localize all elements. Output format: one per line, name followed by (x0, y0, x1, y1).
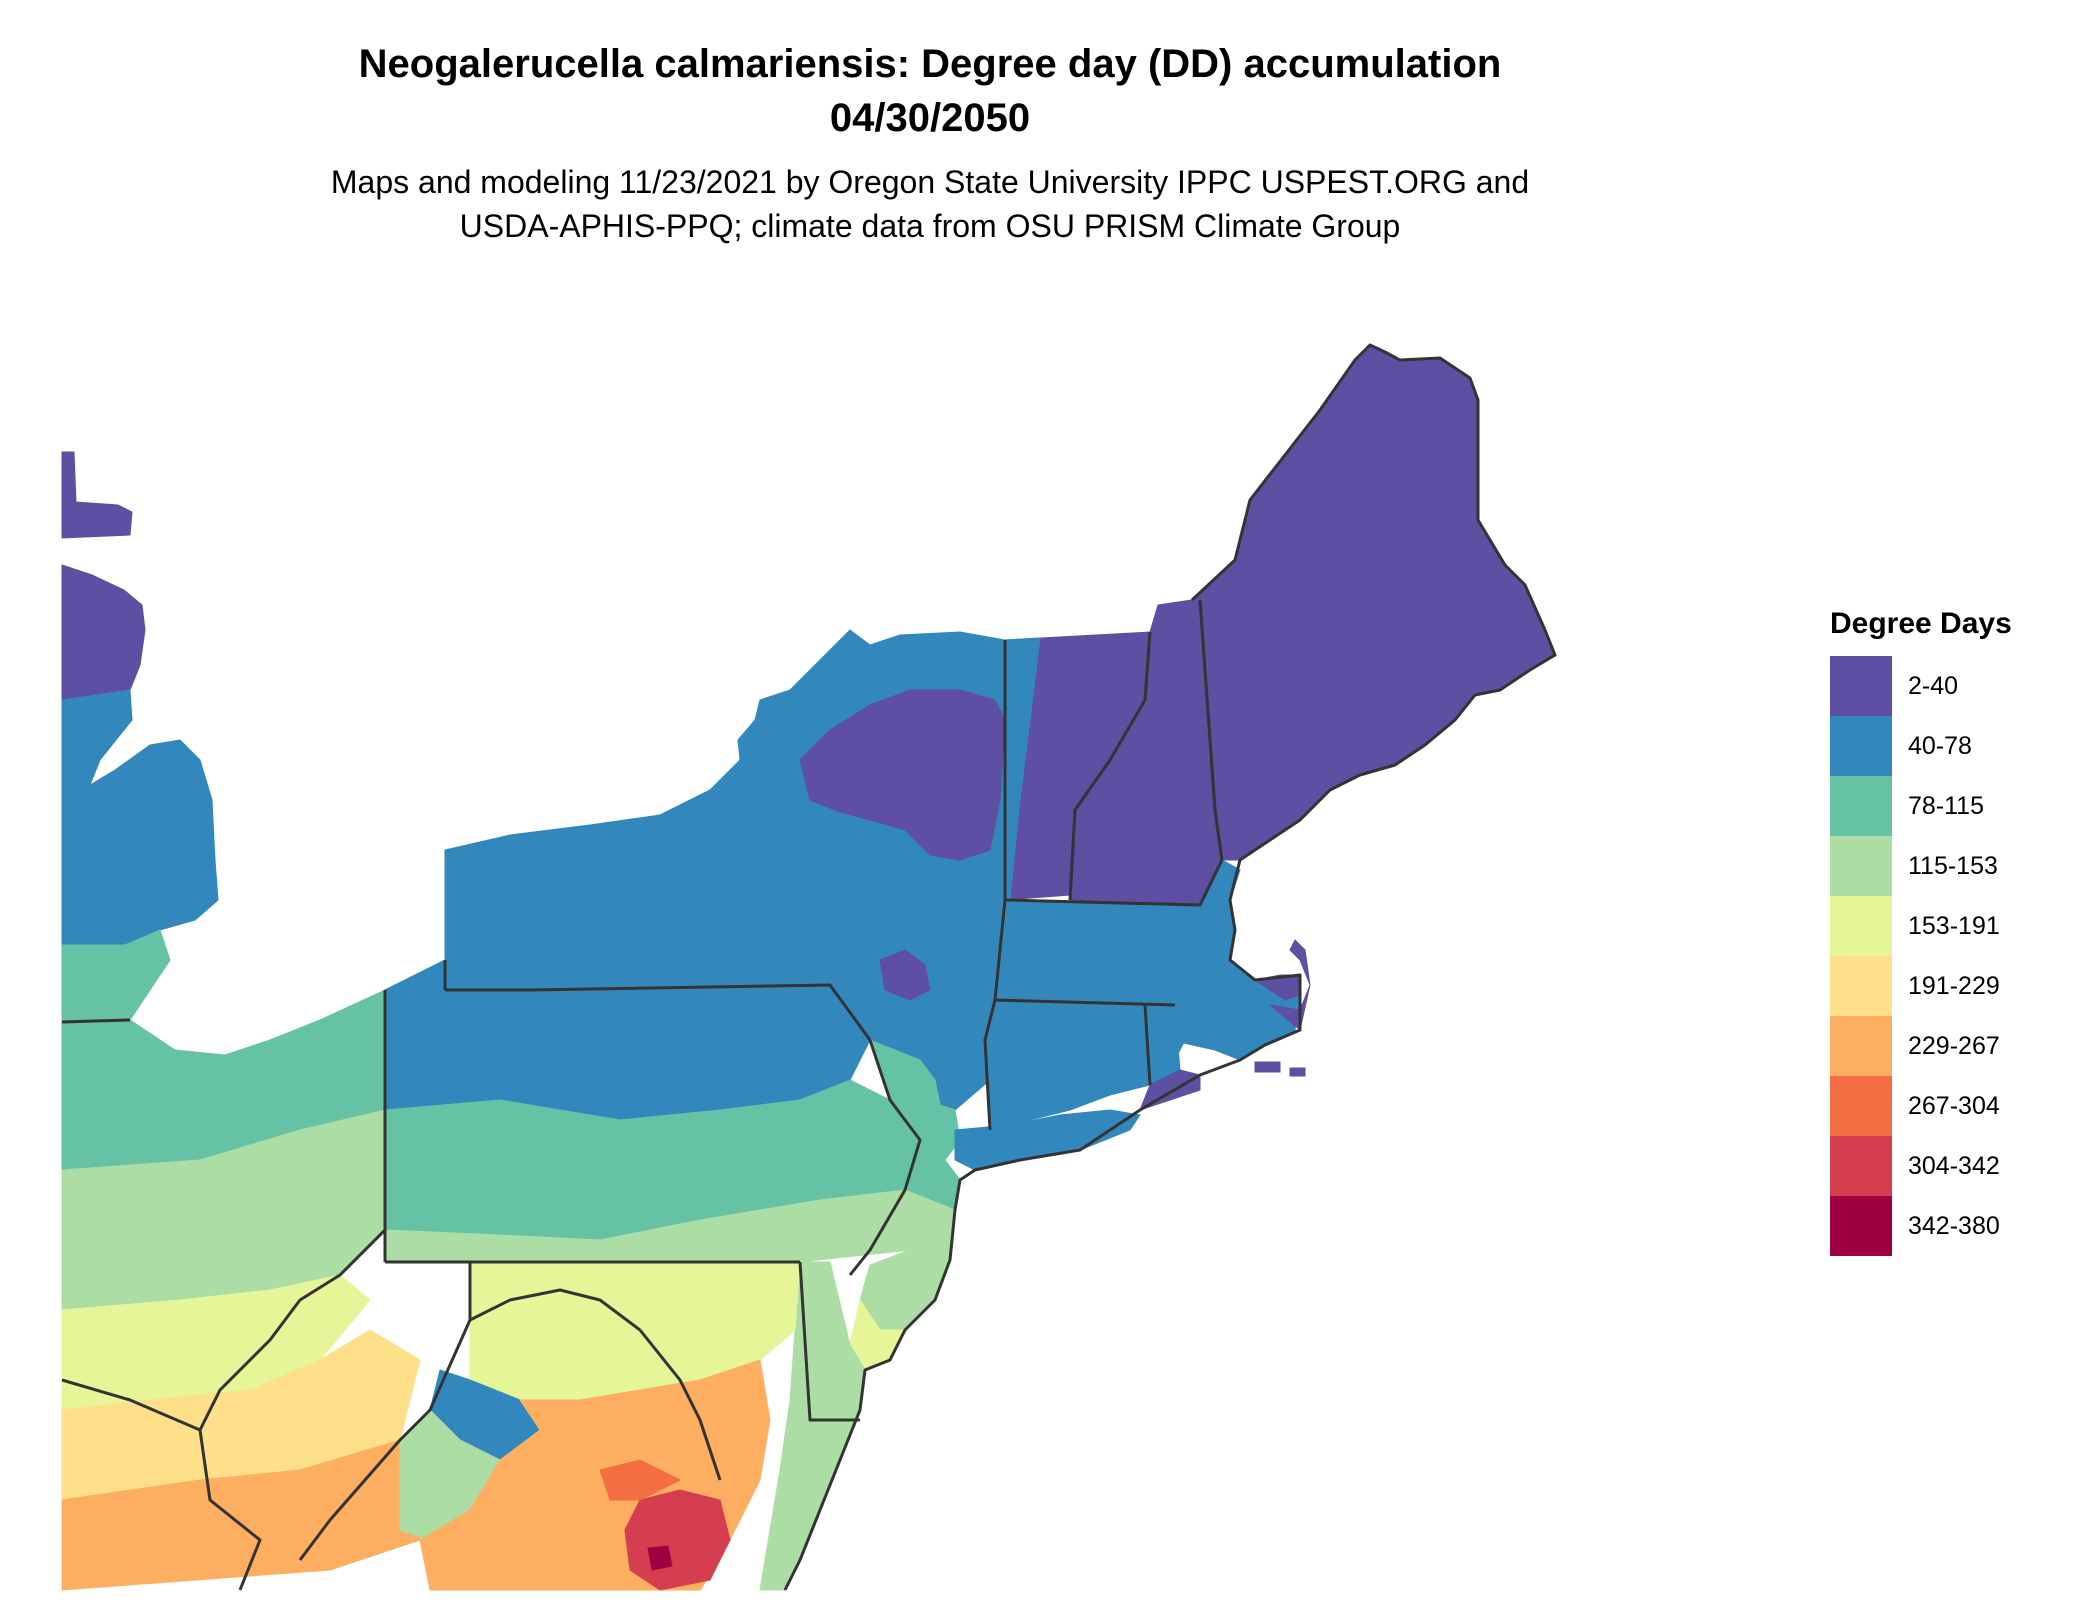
region-long-island (954, 1109, 1141, 1171)
boundary-ma-north (1004, 859, 1224, 907)
legend-item: 229-267 (1830, 1016, 2080, 1076)
legend-label: 229-267 (1908, 1031, 2000, 1060)
region-islands (1254, 1061, 1306, 1077)
map-date: 04/30/2050 (829, 96, 1031, 140)
legend-swatch (1830, 656, 1892, 716)
region-michigan-upper (61, 451, 133, 539)
legend-label: 267-304 (1908, 1091, 2000, 1120)
boundary-wv-va (298, 1319, 472, 1561)
legend-swatch (1830, 836, 1892, 896)
boundary-ct-ri (1143, 1004, 1152, 1086)
legend-label: 342-380 (1908, 1211, 2000, 1240)
legend-title: Degree Days (1830, 607, 2012, 640)
region-michigan-mid (61, 689, 219, 946)
boundary-ny-pennsylvania (445, 983, 872, 1041)
region-cape-cod-arm (1268, 939, 1311, 1031)
legend-label: 304-342 (1908, 1151, 2000, 1180)
region-catskills (879, 949, 931, 1001)
region-virginia-hottest (647, 1545, 673, 1571)
region-maine (1191, 344, 1556, 861)
legend-item: 304-342 (1830, 1136, 2080, 1196)
legend-item: 78-115 (1830, 776, 2080, 836)
legend-swatch (1830, 716, 1892, 776)
coastline (783, 343, 1557, 1591)
boundary-va-md (638, 1329, 722, 1481)
legend: Degree Days 2-40 40-78 78-115 115-153 15… (1830, 606, 2080, 1256)
boundary-wv-md (468, 1262, 641, 1332)
legend-label: 2-40 (1908, 671, 1959, 700)
boundary-ohio-wv (198, 1228, 387, 1431)
map-credit-line-1: Maps and modeling 11/23/2021 by Oregon S… (330, 164, 1530, 200)
region-adirondacks (799, 689, 1006, 861)
boundary-ky-wv (198, 1429, 262, 1591)
legend-swatch (1830, 1076, 1892, 1136)
legend-label: 78-115 (1908, 791, 1984, 820)
legend-label: 40-78 (1908, 731, 1972, 760)
legend-item: 342-380 (1830, 1196, 2080, 1256)
legend-swatch (1830, 956, 1892, 1016)
boundary-ma-ct (994, 998, 1176, 1007)
boundary-ny-ma-ct (983, 899, 1007, 1131)
boundary-pa-nj (848, 1039, 922, 1276)
legend-swatch (1830, 1016, 1892, 1076)
state-boundaries (61, 599, 1224, 1591)
legend-item: 153-191 (1830, 896, 2080, 956)
region-virginia-warm (599, 1459, 682, 1501)
legend-item: 115-153 (1830, 836, 2080, 896)
legend-item: 191-229 (1830, 956, 2080, 1016)
boundary-md-de (798, 1261, 860, 1422)
boundary-ky-ohio (61, 1378, 201, 1432)
legend-swatch (1830, 896, 1892, 956)
legend-label: 191-229 (1908, 971, 2000, 1000)
boundary-ohio-michigan (61, 1018, 131, 1024)
legend-item: 2-40 (1830, 656, 2080, 716)
legend-item: 40-78 (1830, 716, 2080, 776)
boundary-nh-maine (1198, 599, 1224, 861)
region-virginia-hot (624, 1489, 731, 1591)
legend-swatch (1830, 776, 1892, 836)
legend-swatch (1830, 1136, 1892, 1196)
legend-item: 267-304 (1830, 1076, 2080, 1136)
legend-label: 115-153 (1908, 851, 1998, 880)
legend-swatch (1830, 1196, 1892, 1256)
legend-items: 2-40 40-78 78-115 115-153 153-191 191-22… (1830, 656, 2080, 1256)
boundary-vt-nh (1068, 631, 1152, 901)
legend-label: 153-191 (1908, 911, 2000, 940)
map-credit-line-2: USDA-APHIS-PPQ; climate data from OSU PR… (459, 208, 1401, 244)
map-title: Neogalerucella calmariensis: Degree day … (358, 42, 1502, 86)
region-michigan-north (61, 564, 146, 701)
